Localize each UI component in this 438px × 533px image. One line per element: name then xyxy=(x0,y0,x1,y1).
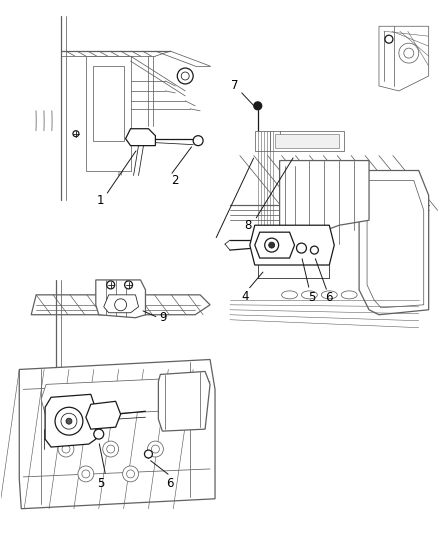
Circle shape xyxy=(102,441,118,457)
Text: 6: 6 xyxy=(166,478,173,490)
Polygon shape xyxy=(92,66,124,141)
Polygon shape xyxy=(158,372,209,431)
Text: 5: 5 xyxy=(97,478,104,490)
Polygon shape xyxy=(274,134,339,148)
Circle shape xyxy=(264,238,278,252)
Circle shape xyxy=(62,445,70,453)
Polygon shape xyxy=(86,56,130,171)
Text: 5: 5 xyxy=(307,292,314,304)
Polygon shape xyxy=(366,181,423,308)
Circle shape xyxy=(124,281,132,289)
Circle shape xyxy=(94,429,103,439)
Circle shape xyxy=(66,418,72,424)
Polygon shape xyxy=(86,401,120,429)
Circle shape xyxy=(398,43,418,63)
Polygon shape xyxy=(249,225,333,265)
Text: 1: 1 xyxy=(97,194,104,207)
Circle shape xyxy=(296,243,306,253)
Polygon shape xyxy=(19,360,215,508)
Circle shape xyxy=(82,470,90,478)
Polygon shape xyxy=(31,295,209,315)
Text: 6: 6 xyxy=(325,292,332,304)
Circle shape xyxy=(151,445,159,453)
Polygon shape xyxy=(279,160,368,240)
Polygon shape xyxy=(378,26,427,91)
Polygon shape xyxy=(45,394,95,447)
Circle shape xyxy=(193,136,203,146)
Text: 4: 4 xyxy=(240,290,248,303)
Circle shape xyxy=(55,407,83,435)
Circle shape xyxy=(126,470,134,478)
Text: 9: 9 xyxy=(159,311,167,324)
Circle shape xyxy=(147,441,163,457)
Circle shape xyxy=(61,413,77,429)
Text: 2: 2 xyxy=(171,174,179,187)
Polygon shape xyxy=(254,232,294,258)
Circle shape xyxy=(177,68,193,84)
Polygon shape xyxy=(358,171,427,315)
Circle shape xyxy=(73,131,79,136)
Polygon shape xyxy=(95,280,145,318)
Circle shape xyxy=(403,48,413,58)
Circle shape xyxy=(268,242,274,248)
Circle shape xyxy=(310,246,318,254)
Circle shape xyxy=(122,466,138,482)
Circle shape xyxy=(144,450,152,458)
Circle shape xyxy=(181,72,189,80)
Circle shape xyxy=(106,281,114,289)
Circle shape xyxy=(114,299,126,311)
Circle shape xyxy=(106,445,114,453)
Circle shape xyxy=(78,466,94,482)
Polygon shape xyxy=(254,131,343,151)
Polygon shape xyxy=(125,129,155,146)
Polygon shape xyxy=(103,295,138,313)
Text: 8: 8 xyxy=(244,219,251,232)
Circle shape xyxy=(384,35,392,43)
Polygon shape xyxy=(41,377,200,417)
Text: 7: 7 xyxy=(231,79,238,92)
Circle shape xyxy=(58,441,74,457)
Circle shape xyxy=(253,102,261,110)
